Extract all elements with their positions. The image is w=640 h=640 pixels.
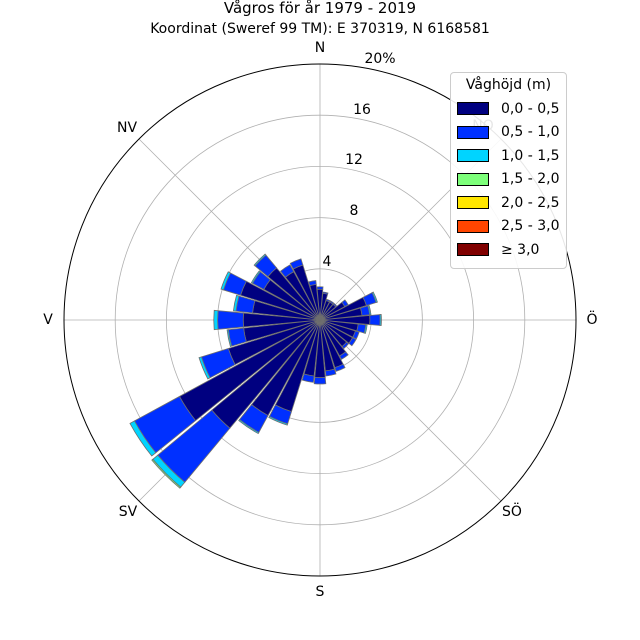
direction-label-o: Ö: [586, 310, 597, 328]
rose-bar-6-bin-2: [371, 291, 378, 303]
legend-label: 2,5 - 3,0: [501, 218, 560, 235]
rose-bar-29-bin-1: [280, 264, 295, 278]
polar-frame: [63, 63, 577, 577]
legend-label: 2,0 - 2,5: [501, 194, 560, 211]
legend-entry: ≥ 3,0: [457, 238, 560, 262]
legend-swatch: [457, 172, 489, 186]
rose-bar-20-bin-3: [151, 458, 182, 489]
legend-entry: 2,0 - 2,5: [457, 191, 560, 215]
rose-bar-26-bin-2: [220, 271, 232, 291]
rose-bar-11-bin-1: [348, 337, 357, 347]
radial-tick-4: 16: [353, 102, 371, 118]
rose-bar-21-bin-2: [129, 420, 157, 457]
radial-tick-2: 8: [350, 203, 359, 219]
legend-label: 1,0 - 1,5: [501, 147, 560, 164]
radial-tick-5: 20%: [364, 51, 395, 67]
radial-tick-labels: 4 8 12 16 20%: [323, 51, 396, 270]
legend-label: ≥ 3,0: [501, 241, 540, 258]
rose-bar-13-bin-1: [339, 351, 349, 360]
rose-bar-30-bin-1: [289, 258, 304, 270]
legend-swatch: [457, 102, 489, 116]
direction-labels: NNOÖSÖSSVVNV: [43, 40, 597, 600]
rose-bar-8-bin-2: [379, 313, 382, 327]
rose-bar-10-bin-1: [352, 330, 360, 340]
chart-title: Vågros för år 1979 - 2019: [224, 0, 416, 17]
legend-entry: 0,5 - 1,0: [457, 121, 560, 145]
radial-tick-3: 12: [345, 152, 363, 168]
rose-bar-24-bin-2: [213, 309, 219, 331]
legend-label: 1,5 - 2,0: [501, 171, 560, 188]
legend-swatch: [457, 196, 489, 210]
legend-swatch: [457, 149, 489, 163]
rose-bar-8-bin-1: [369, 314, 381, 326]
rose-bar-31-bin-1: [308, 280, 317, 287]
rose-bar-5-bin-1: [341, 299, 349, 308]
rose-bar-19-bin-2: [238, 418, 260, 435]
legend-label: 0,0 - 0,5: [501, 100, 560, 117]
rose-bar-0-bin-1: [316, 286, 324, 290]
legend-entry: 1,0 - 1,5: [457, 144, 560, 168]
legend-swatch: [457, 125, 489, 139]
rose-bar-1-bin-1: [322, 291, 329, 295]
direction-label-so: SÖ: [502, 502, 522, 520]
rose-bar-22-bin-2: [198, 356, 211, 380]
rose-bar-28-bin-2: [253, 253, 267, 267]
rose-bar-27-bin-2: [250, 270, 261, 284]
rose-bar-17-bin-1: [301, 373, 315, 383]
rose-bar-18-bin-2: [268, 415, 289, 426]
rose-bar-9-bin-2: [363, 324, 368, 334]
direction-label-v: V: [43, 312, 53, 328]
rose-bar-12-bin-1: [341, 341, 350, 350]
rose-bar-23-bin-2: [226, 329, 233, 347]
direction-label-n: N: [315, 40, 325, 56]
legend-entries: 0,0 - 0,5 0,5 - 1,0 1,0 - 1,5 1,5 - 2,0 2,0 …: [457, 97, 560, 262]
grid-spoke-so: [319, 319, 502, 502]
rose-bar-7-bin-2: [367, 305, 372, 316]
rose-bar-24-bin-1: [217, 310, 244, 330]
chart-subtitle: Koordinat (Sweref 99 TM): E 370319, N 61…: [150, 21, 490, 37]
rose-bar-15-bin-1: [324, 368, 337, 377]
legend-title: Våghöjd (m): [465, 77, 552, 93]
direction-label-sv: SV: [119, 504, 138, 520]
legend: Våghöjd (m) 0,0 - 0,5 0,5 - 1,0 1,0 - 1,5 1…: [450, 72, 567, 269]
legend-swatch: [457, 243, 489, 257]
legend-entry: 2,5 - 3,0: [457, 215, 560, 239]
legend-swatch: [457, 219, 489, 233]
direction-label-s: S: [316, 584, 325, 600]
rose-bars: [129, 253, 382, 489]
radial-tick-1: 4: [323, 254, 332, 270]
rose-bar-14-bin-1: [334, 363, 346, 372]
legend-label: 0,5 - 1,0: [501, 124, 560, 141]
legend-entry: 1,5 - 2,0: [457, 168, 560, 192]
rose-bar-16-bin-1: [313, 376, 327, 385]
legend-entry: 0,0 - 0,5: [457, 97, 560, 121]
direction-label-nv: NV: [117, 120, 137, 136]
rose-bar-25-bin-2: [233, 294, 240, 312]
